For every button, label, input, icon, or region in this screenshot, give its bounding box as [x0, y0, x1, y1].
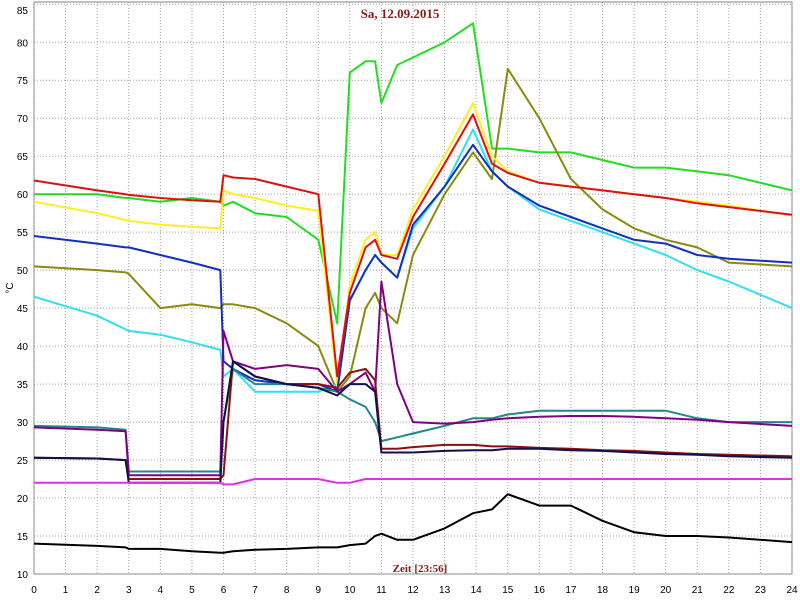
y-tick-label: 10 [17, 570, 29, 581]
y-tick-label: 85 [17, 6, 29, 17]
y-tick-label: 40 [17, 342, 29, 353]
x-tick-label: 5 [189, 585, 195, 596]
series-line [34, 22, 793, 325]
y-tick-label: 65 [17, 152, 29, 163]
x-tick-label: 23 [755, 585, 767, 596]
y-axis-label: °C [5, 282, 16, 293]
y-tick-label: 70 [17, 114, 29, 125]
y-tick-label: 25 [17, 456, 29, 467]
x-tick-label: 9 [315, 585, 321, 596]
y-tick-label: 75 [17, 76, 29, 87]
x-tick-label: 20 [660, 585, 672, 596]
x-tick-label: 22 [723, 585, 735, 596]
x-tick-label: 6 [221, 585, 227, 596]
x-tick-label: 12 [407, 585, 419, 596]
chart-title: Sa, 12.09.2015 [361, 6, 440, 21]
x-tick-label: 19 [629, 585, 641, 596]
y-tick-label: 20 [17, 494, 29, 505]
x-tick-label: 7 [252, 585, 258, 596]
x-tick-label: 15 [502, 585, 514, 596]
y-tick-label: 30 [17, 418, 29, 429]
x-axis-label: Zeit [23:56] [393, 563, 448, 575]
y-tick-label: 50 [17, 266, 29, 277]
x-tick-label: 3 [126, 585, 132, 596]
x-tick-label: 2 [94, 585, 100, 596]
x-tick-label: 21 [692, 585, 704, 596]
x-tick-label: 10 [344, 585, 356, 596]
y-tick-label: 15 [17, 532, 29, 543]
x-tick-label: 16 [534, 585, 546, 596]
x-tick-label: 1 [63, 585, 69, 596]
series-line [33, 493, 793, 554]
x-tick-label: 13 [439, 585, 451, 596]
x-tick-label: 0 [31, 585, 37, 596]
series-line [33, 67, 793, 393]
x-tick-label: 14 [471, 585, 483, 596]
series-line [33, 113, 793, 378]
series-line [33, 143, 793, 393]
x-tick-label: 17 [565, 585, 577, 596]
x-tick-label: 18 [597, 585, 609, 596]
y-tick-label: 45 [17, 304, 29, 315]
series-line [34, 478, 792, 486]
x-tick-label: 4 [158, 585, 164, 596]
y-tick-label: 80 [17, 38, 29, 49]
series-line [33, 367, 792, 473]
y-tick-label: 35 [17, 380, 29, 391]
x-tick-label: 11 [376, 585, 387, 596]
x-tick-label: 24 [786, 585, 798, 596]
x-tick-label: 8 [284, 585, 290, 596]
y-tick-label: 55 [17, 228, 29, 239]
y-tick-label: 60 [17, 190, 29, 201]
